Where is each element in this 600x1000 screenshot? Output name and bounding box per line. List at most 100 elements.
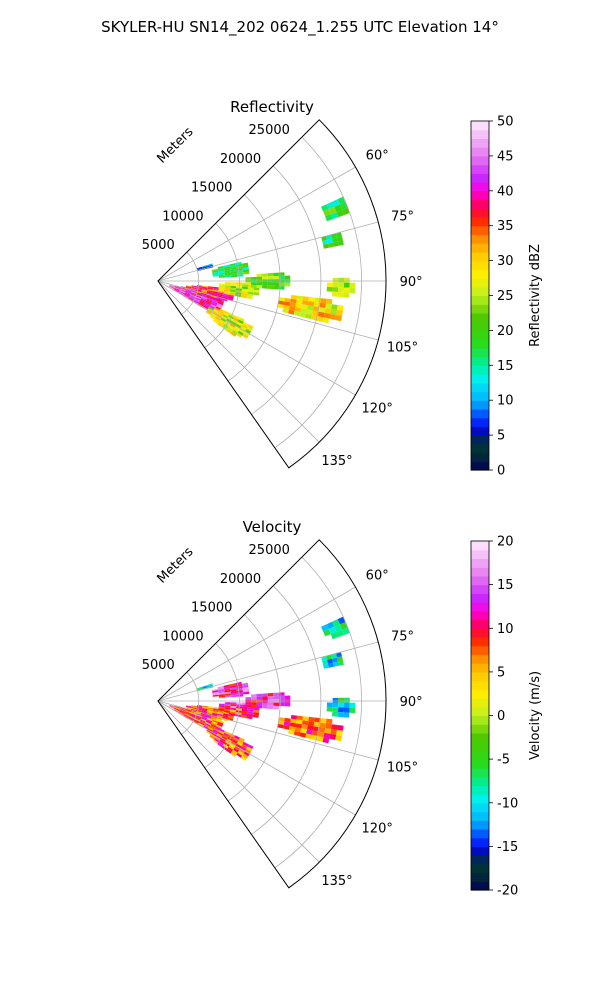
colorbar-segment bbox=[471, 216, 489, 227]
echo-cell bbox=[183, 714, 189, 719]
echo-cell bbox=[231, 329, 238, 335]
echo-cell bbox=[238, 737, 245, 742]
echo-cell bbox=[210, 716, 217, 720]
echo-cell bbox=[201, 295, 208, 298]
echo-cell bbox=[180, 286, 187, 289]
radial-tick-label: 20000 bbox=[220, 572, 261, 587]
echo-cell bbox=[200, 299, 206, 303]
colorbar-segment bbox=[471, 767, 489, 778]
colorbar-segment bbox=[471, 347, 489, 358]
colorbar-tick-label: 40 bbox=[497, 184, 514, 199]
echo-cell bbox=[206, 719, 213, 723]
echo-cell bbox=[267, 692, 274, 697]
echo-cell bbox=[243, 691, 250, 695]
echo-cell bbox=[189, 715, 195, 720]
echo-cell bbox=[174, 707, 181, 710]
reflectivity-radial-axis-label: Meters bbox=[155, 124, 197, 166]
echo-cell bbox=[174, 287, 180, 291]
echo-cell bbox=[205, 721, 211, 726]
echo-cell bbox=[313, 301, 321, 308]
colorbar-segment bbox=[471, 846, 489, 856]
echo-cell bbox=[218, 730, 225, 735]
echo-cell bbox=[190, 712, 197, 716]
colorbar-tick-label: 25 bbox=[497, 289, 514, 304]
echo-cell bbox=[222, 294, 229, 298]
echo-cell bbox=[262, 273, 268, 277]
echo-cell bbox=[267, 285, 274, 290]
echo-cell bbox=[241, 682, 249, 686]
colorbar-segment bbox=[471, 794, 489, 804]
colorbar-segment bbox=[471, 628, 489, 638]
echo-cell bbox=[336, 652, 342, 658]
echo-cell bbox=[283, 725, 290, 730]
colorbar-segment bbox=[471, 269, 489, 279]
echo-cell bbox=[299, 732, 307, 738]
colorbar-segment bbox=[471, 286, 489, 297]
velocity-colorbar: -20 -15 -10 -5 0 5 10 15 20 bbox=[470, 535, 518, 899]
colorbar-segment bbox=[471, 680, 489, 690]
echo-cell bbox=[332, 282, 339, 288]
echo-cell bbox=[273, 275, 280, 280]
echo-cell bbox=[328, 206, 337, 215]
echo-cell bbox=[247, 289, 254, 293]
echo-cell bbox=[218, 275, 226, 278]
echo-cell bbox=[313, 721, 321, 728]
echo-cell bbox=[212, 691, 219, 694]
echo-cell bbox=[212, 739, 219, 745]
colorbar-segment bbox=[471, 593, 489, 603]
echo-cell bbox=[212, 319, 219, 325]
range-ring-2 bbox=[204, 223, 240, 349]
echo-cell bbox=[322, 317, 330, 324]
echo-cell bbox=[168, 286, 175, 289]
echo-cell bbox=[189, 715, 196, 719]
reflectivity-colorbar: 0 5 10 15 20 25 30 35 40 45 50 bbox=[470, 115, 514, 479]
echo-cell bbox=[319, 722, 326, 729]
echo-cell bbox=[220, 317, 227, 323]
colorbar-segment bbox=[471, 312, 489, 323]
echo-cell bbox=[284, 702, 291, 707]
echo-cell bbox=[223, 266, 231, 270]
echo-cell bbox=[296, 719, 303, 725]
echo-cell bbox=[282, 308, 289, 314]
echo-cell bbox=[224, 730, 230, 735]
echo-cell bbox=[194, 297, 201, 301]
echo-cell bbox=[234, 325, 241, 331]
echo-cell bbox=[212, 729, 219, 734]
colorbar-segment bbox=[471, 121, 489, 131]
echo-cell bbox=[237, 330, 244, 336]
echo-cell bbox=[224, 705, 231, 708]
echo-cell bbox=[337, 725, 344, 731]
echo-cell bbox=[188, 297, 194, 301]
echo-cell bbox=[230, 690, 237, 694]
echo-cell bbox=[230, 272, 238, 276]
echo-cell bbox=[326, 282, 333, 288]
echo-cell bbox=[336, 310, 343, 317]
echo-cell bbox=[246, 293, 253, 297]
echo-cell bbox=[173, 709, 179, 713]
echo-cell bbox=[332, 291, 338, 297]
echo-cell bbox=[308, 296, 315, 302]
echo-cell bbox=[206, 714, 212, 717]
echo-cell bbox=[190, 714, 196, 718]
echo-cell bbox=[191, 291, 197, 295]
echo-cell bbox=[205, 720, 212, 725]
echo-cell bbox=[326, 706, 333, 712]
echo-cell bbox=[200, 298, 207, 302]
echo-cell bbox=[318, 727, 326, 733]
echo-cell bbox=[344, 277, 350, 283]
echo-cell bbox=[218, 689, 225, 692]
echo-cell bbox=[216, 313, 223, 318]
range-ring-2 bbox=[204, 643, 240, 769]
echo-cell bbox=[247, 324, 254, 330]
echo-cell bbox=[218, 269, 225, 272]
colorbar-segment bbox=[471, 234, 489, 244]
echo-cell bbox=[253, 709, 260, 713]
echo-cell bbox=[237, 739, 244, 745]
echo-cell bbox=[245, 697, 252, 700]
colorbar-segment bbox=[471, 567, 489, 577]
echo-cell bbox=[342, 627, 350, 636]
echo-cell bbox=[217, 293, 223, 297]
echo-cell bbox=[284, 282, 291, 287]
echo-cell bbox=[210, 313, 216, 318]
echo-cell bbox=[231, 694, 238, 698]
